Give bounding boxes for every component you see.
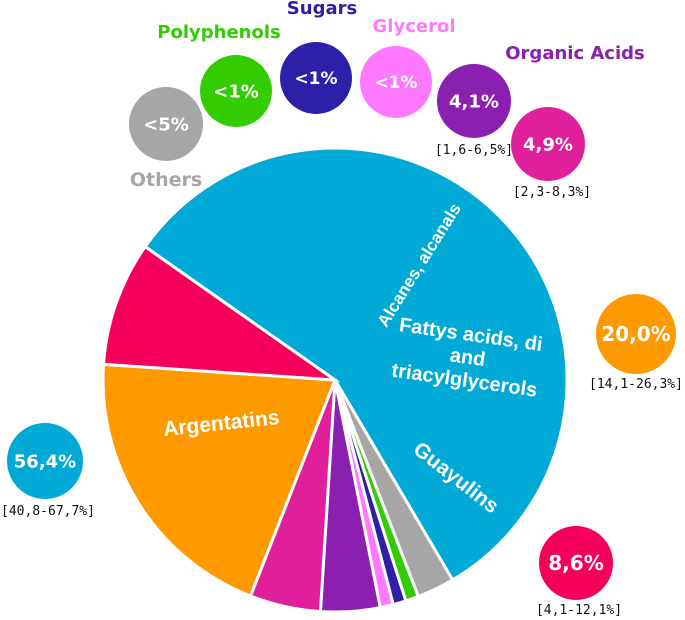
slice-argentatins — [142, 146, 569, 583]
category-name-polyphenols: Polyphenols — [157, 22, 280, 43]
bubble-value-argentatins: 56,4% — [14, 451, 76, 472]
bubble-value-polyphenols: <1% — [213, 81, 259, 102]
category-name-sugars: Sugars — [287, 0, 357, 19]
range-guayulins: [4,1-12,1%] — [536, 603, 622, 618]
bubble-alcanes — [511, 107, 585, 181]
value-bubbles: 56,4% <5% <1% <1% <1% 4,1% 4,9% 20,0% 8,6% — [7, 42, 676, 600]
range-fatty_acids: [14,1-26,3%] — [589, 377, 683, 392]
bubble-argentatins — [7, 423, 83, 499]
category-name-organic_acids: Organic Acids — [505, 43, 645, 64]
bubble-value-organic_acids: 4,1% — [449, 91, 499, 112]
bubble-value-glycerol: <1% — [374, 73, 417, 93]
pie-slices — [101, 146, 569, 614]
slice-fatty_acids — [101, 362, 338, 598]
category-name-others: Others — [130, 169, 202, 191]
bubble-organic_acids — [437, 64, 511, 138]
range-argentatins: [40,8-67,7%] — [1, 504, 95, 519]
bubble-fatty_acids — [596, 294, 676, 374]
slice-guayulins — [101, 244, 341, 382]
bubble-sugars — [280, 42, 352, 114]
bubble-value-others: <5% — [143, 114, 189, 135]
bubble-guayulins — [539, 526, 613, 600]
bubble-value-alcanes: 4,9% — [523, 134, 573, 155]
range-organic_acids: [1,6-6,5%] — [435, 143, 513, 158]
bubble-polyphenols — [200, 55, 272, 127]
category-name-glycerol: Glycerol — [373, 16, 456, 37]
range-alcanes: [2,3-8,3%] — [513, 185, 591, 200]
bubble-value-sugars: <1% — [294, 69, 337, 89]
bubble-value-fatty_acids: 20,0% — [601, 322, 670, 346]
bubble-glycerol — [360, 46, 432, 118]
bubble-value-guayulins: 8,6% — [548, 551, 603, 575]
bubble-others — [129, 87, 203, 161]
